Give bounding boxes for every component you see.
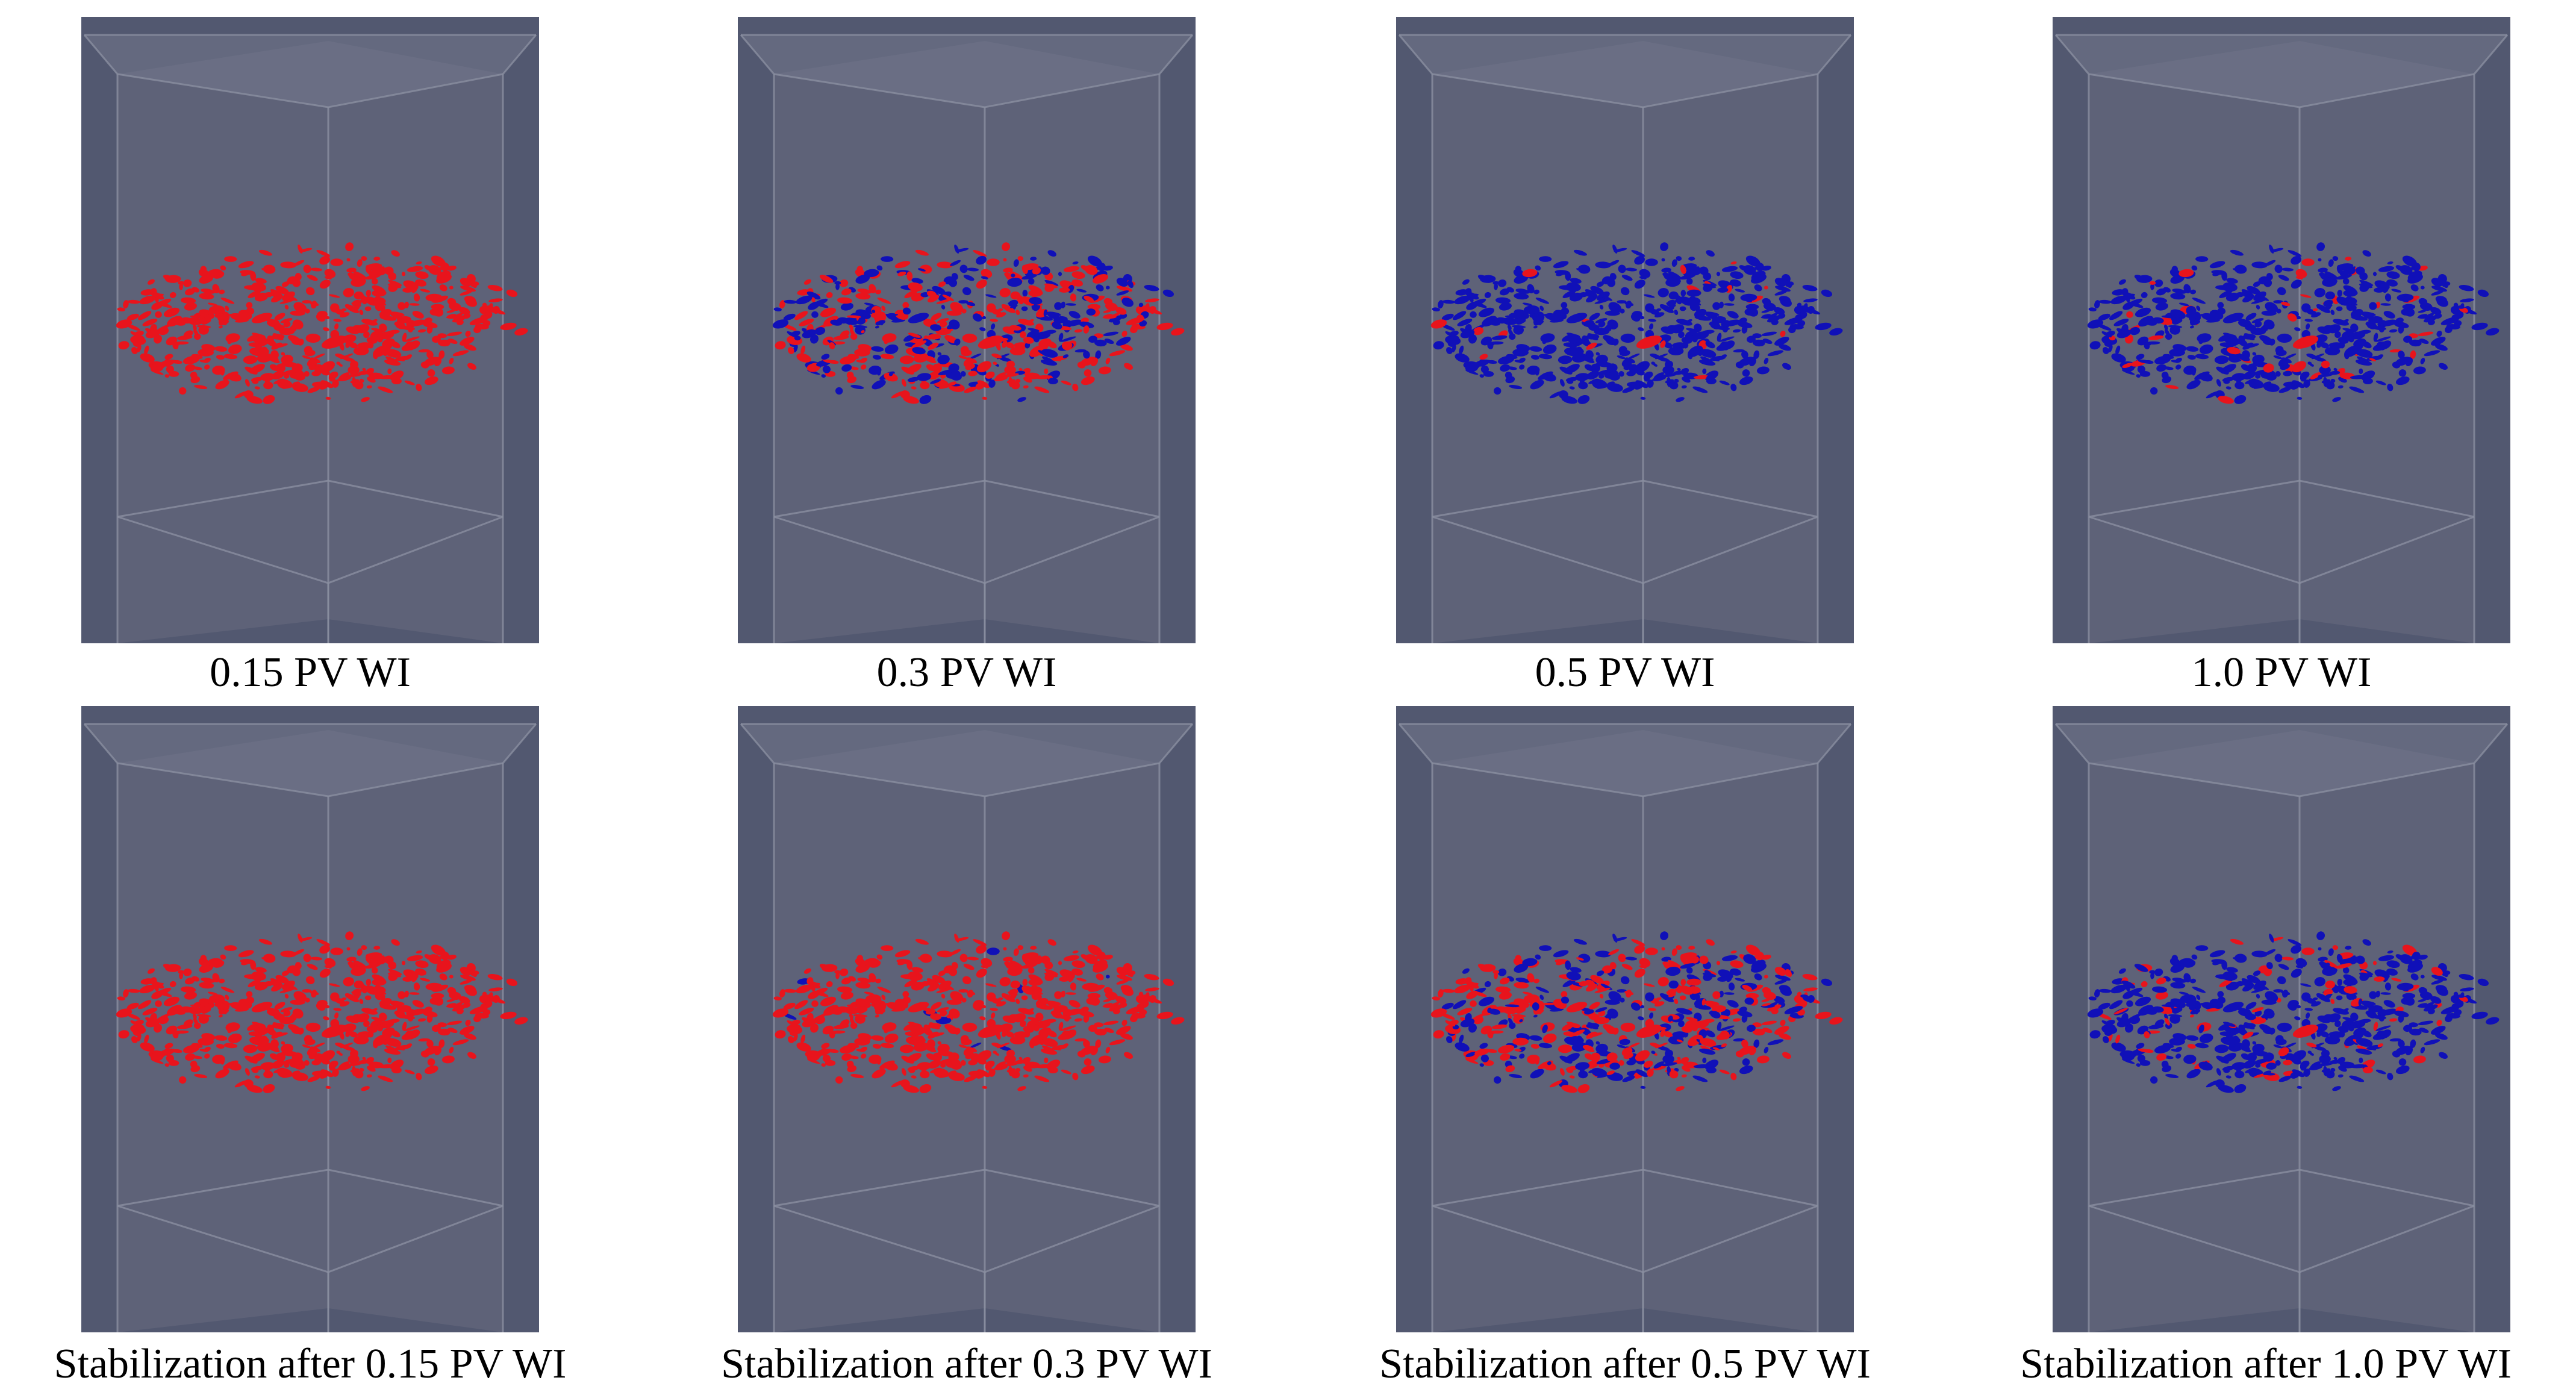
caption-stab-1-0-pv: Stabilization after 1.0 PV WI	[2020, 1341, 2512, 1387]
render-viewport	[738, 706, 1196, 1332]
caption-stab-0-5-pv: Stabilization after 0.5 PV WI	[1379, 1341, 1871, 1387]
caption-stab-0-3-pv: Stabilization after 0.3 PV WI	[721, 1341, 1212, 1387]
droplet-layer	[772, 931, 1185, 1093]
render-panel-stab-0-3-pv	[738, 706, 1196, 1332]
render-panel-stab-0-5-pv	[1396, 706, 1854, 1332]
droplet-layer	[1430, 242, 1843, 404]
droplet-layer	[116, 931, 528, 1093]
caption-stab-0-15-pv: Stabilization after 0.15 PV WI	[54, 1341, 567, 1387]
render-viewport	[1396, 17, 1854, 643]
render-panel-stab-1-0-pv	[2053, 706, 2510, 1332]
droplet-layer	[772, 242, 1185, 404]
droplet-layer	[1430, 931, 1843, 1093]
caption-0-5-pv: 0.5 PV WI	[1535, 649, 1715, 696]
droplet-layer	[2087, 931, 2500, 1093]
render-panel-0-5-pv	[1396, 17, 1854, 643]
render-panel-stab-0-15-pv	[81, 706, 539, 1332]
render-viewport	[81, 17, 539, 643]
caption-0-3-pv: 0.3 PV WI	[876, 649, 1057, 696]
render-panel-1-0-pv	[2053, 17, 2510, 643]
droplet-layer	[2087, 242, 2500, 404]
render-viewport	[1396, 706, 1854, 1332]
render-viewport	[2053, 706, 2510, 1332]
render-viewport	[81, 706, 539, 1332]
caption-0-15-pv: 0.15 PV WI	[210, 649, 411, 696]
droplet-layer	[116, 242, 528, 404]
render-viewport	[2053, 17, 2510, 643]
render-panel-0-15-pv	[81, 17, 539, 643]
render-panel-0-3-pv	[738, 17, 1196, 643]
caption-1-0-pv: 1.0 PV WI	[2191, 649, 2372, 696]
render-viewport	[738, 17, 1196, 643]
